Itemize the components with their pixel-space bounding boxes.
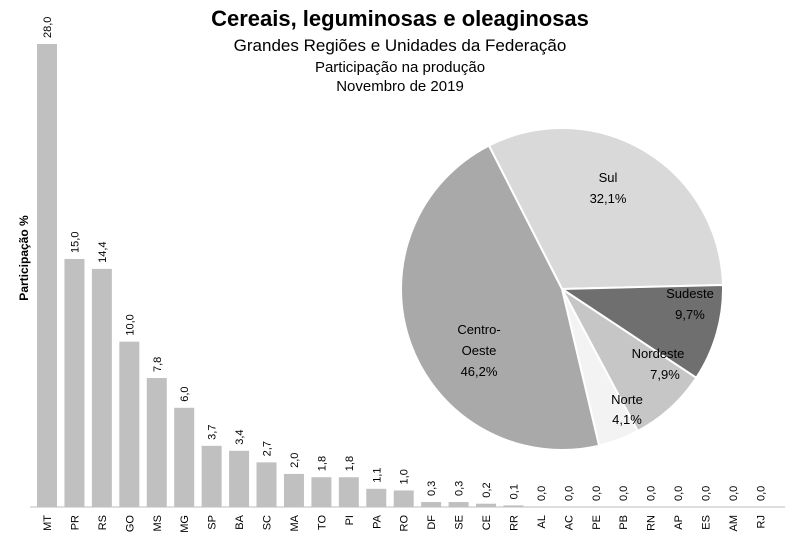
bar-ce — [476, 503, 497, 507]
x-tick-label: RR — [508, 515, 520, 531]
bar-value-label: 3,7 — [207, 425, 219, 440]
bar-value-label: 0,0 — [728, 486, 740, 501]
bar-value-label: 7,8 — [152, 357, 164, 372]
x-tick-label: ES — [701, 515, 713, 530]
x-tick-label: RJ — [755, 515, 767, 528]
pie-value-label: 32,1% — [590, 191, 627, 206]
bar-value-label: 28,0 — [42, 17, 54, 38]
bar-value-label: 0,0 — [536, 486, 548, 501]
x-tick-label: MS — [152, 515, 164, 532]
bar-se — [448, 502, 469, 507]
bar-ro — [393, 490, 414, 507]
bar-value-label: 0,0 — [618, 486, 630, 501]
bar-rs — [91, 268, 112, 507]
chart-subtitle-regions: Grandes Regiões e Unidades da Federação — [233, 36, 567, 55]
bar-value-label: 2,7 — [262, 441, 274, 456]
bar-value-label: 0,2 — [481, 482, 493, 497]
bar-value-label: 0,0 — [591, 486, 603, 501]
x-tick-label: RO — [399, 515, 411, 532]
bar-value-label: 0,0 — [563, 486, 575, 501]
x-tick-label: PE — [591, 515, 603, 530]
bar-value-label: 1,8 — [316, 456, 328, 471]
x-tick-label: TO — [316, 515, 328, 531]
pie-label-sul: Sul — [599, 170, 618, 185]
bar-value-label: 0,1 — [508, 484, 520, 499]
pie-value-label: 46,2% — [461, 364, 498, 379]
y-axis-label: Participação % — [17, 215, 31, 301]
x-tick-label: MA — [289, 514, 301, 531]
pie-value-label: 4,1% — [612, 412, 642, 427]
bar-sp — [201, 445, 222, 507]
x-tick-label: PI — [344, 515, 356, 525]
chart-title: Cereais, leguminosas e oleaginosas — [211, 6, 589, 31]
x-tick-label: PR — [69, 515, 81, 530]
pie-label-centro-oeste: Centro- — [457, 322, 500, 337]
bar-ms — [146, 378, 167, 507]
bar-value-label: 0,0 — [673, 486, 685, 501]
bar-sc — [256, 462, 277, 507]
pie-value-label: 9,7% — [675, 307, 705, 322]
bar-value-label: 6,0 — [179, 386, 191, 401]
bar-value-label: 10,0 — [124, 314, 136, 335]
bar-pr — [64, 258, 85, 507]
bar-value-label: 0,0 — [646, 486, 658, 501]
bar-to — [311, 477, 332, 507]
x-tick-label: MT — [42, 515, 54, 531]
chart-subtitle-date: Novembro de 2019 — [336, 78, 464, 95]
x-tick-label: BA — [234, 514, 246, 529]
bar-mg — [174, 407, 195, 507]
x-tick-label: GO — [124, 515, 136, 533]
x-tick-label: AP — [673, 515, 685, 530]
bar-value-label: 0,3 — [426, 481, 438, 496]
bar-ma — [283, 473, 304, 507]
bar-df — [421, 502, 442, 507]
bar-mt — [37, 44, 57, 507]
x-tick-label: DF — [426, 515, 438, 530]
x-tick-label: PA — [371, 514, 383, 529]
x-tick-label: AL — [536, 515, 548, 528]
bar-value-label: 15,0 — [69, 232, 81, 253]
bar-pa — [366, 488, 387, 507]
x-tick-label: PB — [618, 515, 630, 530]
pie-label-centro-oeste: Oeste — [462, 343, 497, 358]
bar-value-label: 1,8 — [344, 456, 356, 471]
pie-value-label: 7,9% — [650, 367, 680, 382]
bar-value-label: 14,4 — [97, 241, 109, 262]
bar-value-label: 0,0 — [701, 486, 713, 501]
bar-value-label: 3,4 — [234, 429, 246, 444]
x-tick-label: AM — [728, 515, 740, 532]
x-tick-label: CE — [481, 515, 493, 530]
bar-value-label: 0,0 — [755, 486, 767, 501]
x-tick-label: RN — [646, 515, 658, 531]
pie-slice-sudeste — [558, 283, 724, 380]
x-tick-label: SE — [454, 515, 466, 530]
bar-ba — [229, 450, 250, 507]
bar-value-label: 1,0 — [399, 469, 411, 484]
pie-slice-centro-oeste — [400, 144, 601, 451]
x-tick-label: SC — [262, 515, 274, 530]
chart-subtitle-measure: Participação na produção — [314, 59, 486, 76]
bar-value-label: 1,1 — [371, 468, 383, 483]
x-tick-label: RS — [97, 515, 109, 530]
bar-pi — [338, 477, 359, 507]
bar-rr — [503, 505, 524, 507]
pie-label-sudeste: Sudeste — [666, 286, 714, 301]
pie-label-norte: Norte — [611, 392, 643, 407]
x-tick-label: MG — [179, 515, 191, 533]
pie-label-nordeste: Nordeste — [632, 346, 685, 361]
bar-value-label: 2,0 — [289, 453, 301, 468]
bar-go — [119, 341, 140, 507]
bar-value-label: 0,3 — [454, 481, 466, 496]
x-tick-label: AC — [563, 515, 575, 530]
pie-slice-sul — [487, 127, 724, 291]
x-tick-label: SP — [207, 515, 219, 530]
